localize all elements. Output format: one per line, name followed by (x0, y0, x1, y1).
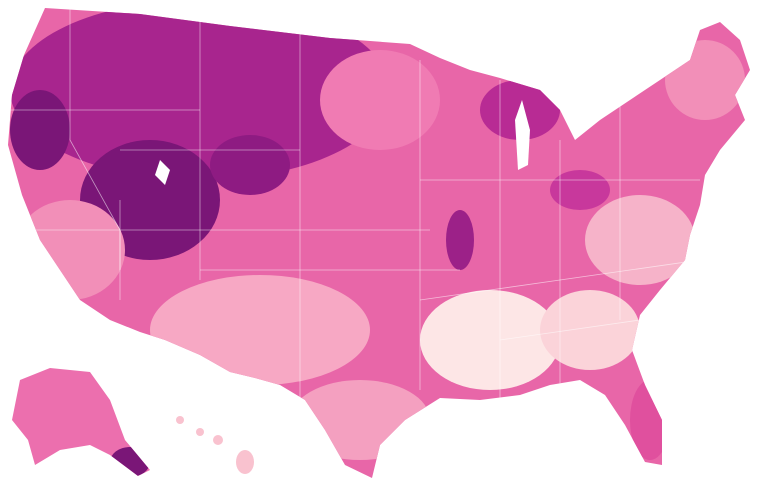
hawaii (176, 416, 254, 474)
island (213, 435, 223, 445)
alaska-southeast (110, 447, 150, 476)
lake-michigan (515, 100, 530, 170)
region-southwest (150, 275, 370, 385)
region-plains (320, 50, 440, 150)
region-rockies (210, 135, 290, 195)
island (176, 416, 184, 424)
region-southeast (540, 290, 640, 370)
region-florida (630, 380, 670, 460)
border (8, 109, 460, 271)
region-deep-south (420, 290, 560, 390)
region-texas (290, 380, 430, 460)
region-california (15, 200, 125, 300)
region-ohio (550, 170, 610, 210)
region-carolinas (585, 195, 695, 285)
alaska (12, 368, 150, 476)
great-salt-lake (155, 160, 170, 185)
border (419, 179, 701, 341)
island (236, 450, 254, 474)
border (199, 8, 621, 400)
region-new-england (665, 40, 745, 120)
state-borders (8, 8, 701, 400)
region-oregon (10, 90, 70, 170)
region-missouri (446, 210, 474, 270)
island (196, 428, 204, 436)
